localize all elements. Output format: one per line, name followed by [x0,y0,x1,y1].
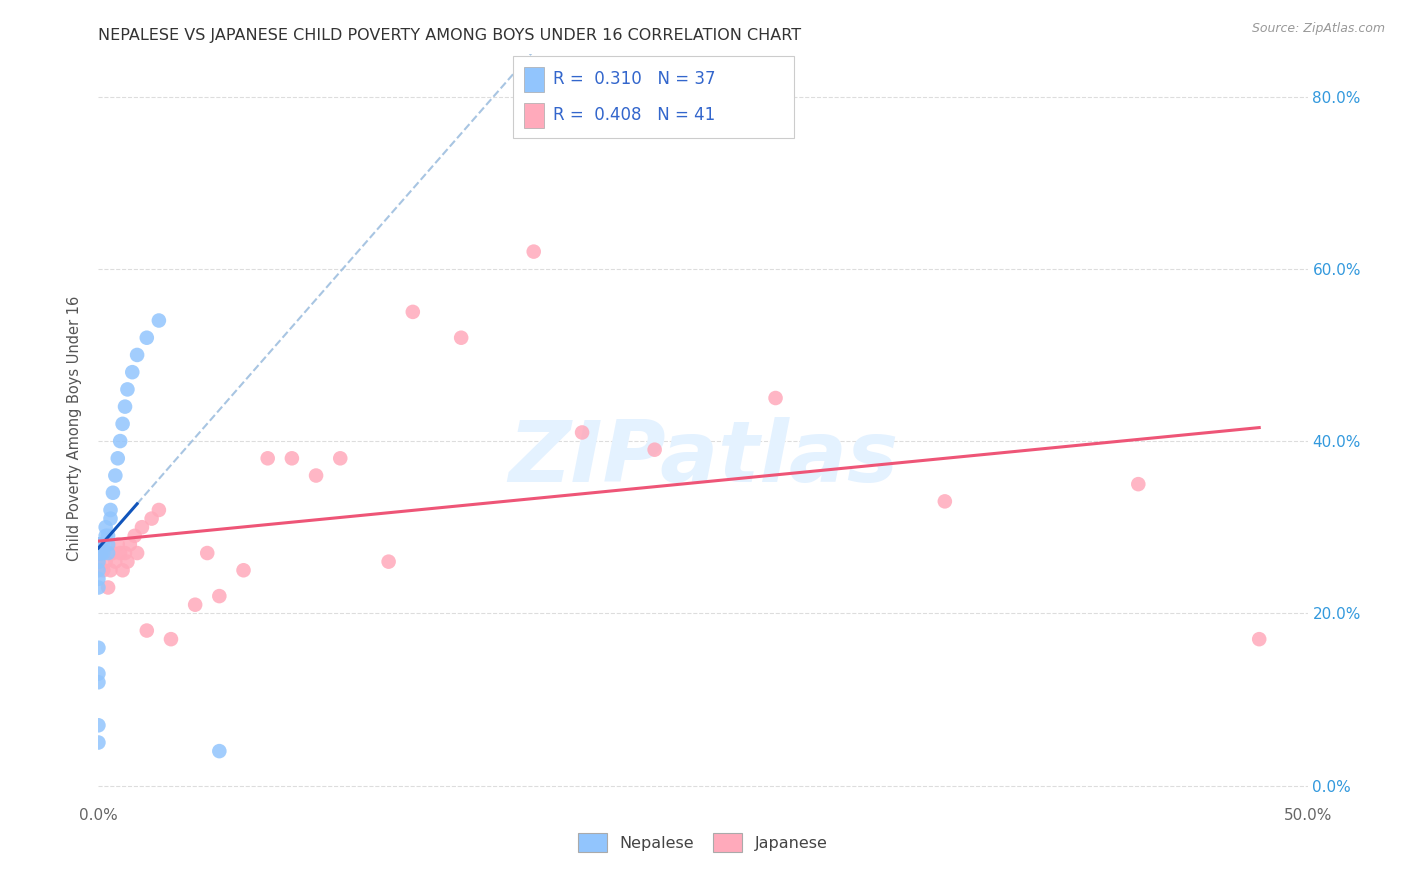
Text: Source: ZipAtlas.com: Source: ZipAtlas.com [1251,22,1385,36]
Point [97,537,120,551]
Point [87,581,110,595]
Point [107,537,129,551]
Point [1128,477,1150,491]
Point [127,546,149,560]
Point [90,546,112,560]
Point [131,520,153,534]
Text: R =  0.408   N = 41: R = 0.408 N = 41 [553,106,714,124]
Point [100,503,122,517]
Point [101,546,124,560]
Point [87,640,110,655]
Point [87,735,110,749]
Point [124,529,146,543]
Point [87,537,110,551]
Point [87,555,110,569]
Point [104,555,127,569]
Point [101,485,124,500]
Point [135,624,157,638]
Point [256,451,278,466]
Point [94,520,117,534]
Point [91,563,114,577]
Point [232,563,254,577]
Point [97,581,120,595]
Point [571,425,593,440]
Point [141,511,163,525]
Point [329,451,352,466]
Point [135,331,157,345]
Point [148,503,170,517]
Point [87,546,110,560]
Point [107,451,129,466]
Point [87,555,110,569]
Legend: Nepalese, Japanese: Nepalese, Japanese [572,826,834,858]
Point [108,546,131,560]
Point [765,391,787,405]
Point [305,468,328,483]
Point [1249,632,1271,647]
Point [90,546,112,560]
Point [97,529,120,543]
Point [121,365,143,379]
Point [100,563,122,577]
Point [87,563,110,577]
Point [87,718,110,732]
Point [108,434,131,448]
Point [104,468,127,483]
Point [90,546,112,560]
Point [97,546,120,560]
Point [377,555,399,569]
Point [87,572,110,586]
Point [114,546,136,560]
Text: NEPALESE VS JAPANESE CHILD POVERTY AMONG BOYS UNDER 16 CORRELATION CHART: NEPALESE VS JAPANESE CHILD POVERTY AMONG… [98,28,801,43]
Point [87,546,110,560]
Point [111,417,134,431]
Point [90,537,112,551]
Point [87,675,110,690]
Point [118,537,141,551]
Point [91,537,114,551]
Point [111,563,134,577]
Point [195,546,218,560]
Point [184,598,207,612]
Point [100,511,122,525]
Point [281,451,304,466]
Point [127,348,149,362]
Point [450,331,472,345]
Text: R =  0.310   N = 37: R = 0.310 N = 37 [553,70,716,88]
Point [87,546,110,560]
Point [208,589,231,603]
Point [934,494,956,508]
Text: ZIPatlas: ZIPatlas [508,417,898,500]
Point [523,244,546,259]
Point [402,305,425,319]
Y-axis label: Child Poverty Among Boys Under 16: Child Poverty Among Boys Under 16 [67,295,83,561]
Point [94,529,117,543]
Point [91,546,114,560]
Point [87,666,110,681]
Point [148,313,170,327]
Point [644,442,666,457]
Point [117,555,139,569]
Point [117,383,139,397]
Point [87,537,110,551]
Point [114,400,136,414]
Point [208,744,231,758]
Point [160,632,183,647]
Point [94,555,117,569]
Point [87,537,110,551]
